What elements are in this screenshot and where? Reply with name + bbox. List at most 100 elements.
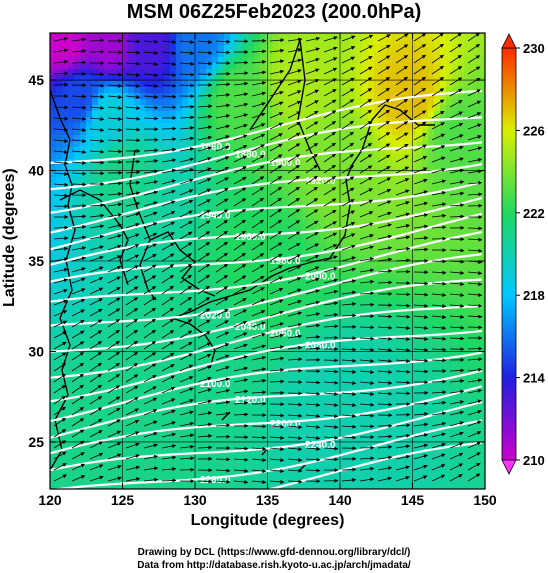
field-cell [362, 141, 369, 148]
field-cell [386, 381, 393, 388]
field-cell [320, 381, 327, 388]
field-cell [320, 165, 327, 172]
field-cell [284, 261, 291, 268]
field-cell [452, 33, 459, 40]
field-cell [386, 183, 393, 190]
field-cell [398, 309, 405, 316]
field-cell [158, 123, 165, 130]
field-cell [122, 363, 129, 370]
field-cell [434, 129, 441, 136]
field-cell [230, 63, 237, 70]
field-cell [74, 423, 81, 430]
field-cell [158, 363, 165, 370]
field-cell [374, 183, 381, 190]
field-cell [434, 327, 441, 334]
field-cell [122, 105, 129, 112]
field-cell [170, 273, 177, 280]
field-cell [62, 219, 69, 226]
field-cell [116, 189, 123, 196]
field-cell [152, 369, 159, 376]
field-cell [308, 327, 315, 334]
field-cell [146, 405, 153, 412]
field-cell [416, 435, 423, 442]
field-cell [176, 375, 183, 382]
field-cell [158, 159, 165, 166]
field-cell [152, 75, 159, 82]
field-cell [122, 45, 129, 52]
field-cell [242, 129, 249, 136]
field-cell [476, 423, 483, 430]
field-cell [188, 309, 195, 316]
field-cell [326, 273, 333, 280]
field-cell [356, 435, 363, 442]
field-cell [116, 93, 123, 100]
field-cell [272, 105, 279, 112]
field-cell [236, 147, 243, 154]
field-cell [344, 93, 351, 100]
field-cell [266, 33, 273, 40]
field-cell [86, 243, 93, 250]
field-cell [464, 135, 471, 142]
field-cell [224, 195, 231, 202]
field-cell [374, 105, 381, 112]
field-cell [290, 141, 297, 148]
field-cell [212, 111, 219, 118]
field-cell [224, 189, 231, 196]
field-cell [452, 321, 459, 328]
field-cell [470, 297, 477, 304]
field-cell [284, 171, 291, 178]
field-cell [434, 267, 441, 274]
field-cell [308, 369, 315, 376]
field-cell [362, 297, 369, 304]
field-cell [440, 405, 447, 412]
field-cell [188, 249, 195, 256]
field-cell [470, 393, 477, 400]
field-cell [194, 351, 201, 358]
field-cell [62, 45, 69, 52]
field-cell [140, 423, 147, 430]
field-cell [482, 213, 485, 220]
field-cell [308, 93, 315, 100]
field-cell [224, 93, 231, 100]
field-cell [86, 393, 93, 400]
field-cell [458, 105, 465, 112]
field-cell [158, 351, 165, 358]
field-cell [284, 315, 291, 322]
field-cell [80, 81, 87, 88]
field-cell [428, 45, 435, 52]
field-cell [350, 201, 357, 208]
field-cell [128, 375, 135, 382]
field-cell [422, 309, 429, 316]
field-cell [110, 351, 117, 358]
field-cell [164, 159, 171, 166]
field-cell [326, 303, 333, 310]
field-cell [464, 81, 471, 88]
field-cell [386, 231, 393, 238]
field-cell [452, 111, 459, 118]
field-cell [194, 315, 201, 322]
field-cell [380, 255, 387, 262]
field-cell [482, 315, 485, 322]
field-cell [380, 327, 387, 334]
field-cell [110, 381, 117, 388]
field-cell [116, 429, 123, 436]
field-cell [116, 309, 123, 316]
field-cell [470, 249, 477, 256]
field-cell [74, 123, 81, 130]
field-cell [296, 129, 303, 136]
field-cell [62, 189, 69, 196]
field-cell [434, 195, 441, 202]
field-cell [380, 69, 387, 76]
field-cell [86, 93, 93, 100]
field-cell [290, 381, 297, 388]
field-cell [230, 429, 237, 436]
field-cell [458, 159, 465, 166]
field-cell [332, 273, 339, 280]
field-cell [140, 303, 147, 310]
field-cell [56, 183, 63, 190]
field-cell [158, 225, 165, 232]
field-cell [110, 315, 117, 322]
field-cell [338, 357, 345, 364]
field-cell [56, 69, 63, 76]
field-cell [182, 153, 189, 160]
